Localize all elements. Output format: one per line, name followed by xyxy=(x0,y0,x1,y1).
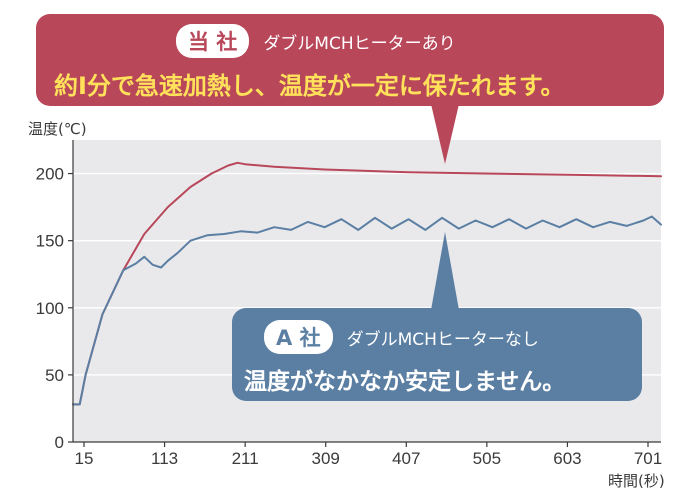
our-company-headline: 約Ⅰ分で急速加熱し、温度が一定に保たれます。 xyxy=(54,72,565,100)
competitor-headline: 温度がなかなか安定しません。 xyxy=(244,369,566,395)
x-tick-label: 701 xyxy=(634,449,662,468)
x-tick-label: 505 xyxy=(473,449,501,468)
our-company-badge: 当 社 xyxy=(176,24,250,58)
x-tick-label: 211 xyxy=(232,449,259,468)
competitor-badge: A 社 xyxy=(264,320,333,354)
competitor-description: ダブルMCHヒーターなし xyxy=(346,329,539,350)
y-tick-label: 0 xyxy=(55,433,64,452)
x-axis-title: 時間(秒) xyxy=(608,472,665,490)
x-tick-label: 407 xyxy=(392,449,420,468)
competitor-callout: A 社 ダブルMCHヒーターなし 温度がなかなか安定しません。 xyxy=(232,308,642,401)
x-tick-label: 309 xyxy=(312,449,340,468)
competitor-series-line xyxy=(72,215,662,406)
our-callout-pointer xyxy=(431,104,459,164)
x-tick-label: 15 xyxy=(75,449,94,468)
competitor-callout-pointer xyxy=(431,232,459,310)
y-tick-label: 100 xyxy=(36,299,64,318)
x-tick-label: 113 xyxy=(151,449,178,468)
x-tick-label: 603 xyxy=(553,449,581,468)
y-tick-label: 50 xyxy=(45,366,64,385)
our-company-description: ダブルMCHヒーターあり xyxy=(263,33,456,54)
y-axis-title: 温度(℃) xyxy=(28,120,87,138)
y-tick-label: 200 xyxy=(36,165,64,184)
our-company-callout: 当 社 ダブルMCHヒーターあり 約Ⅰ分で急速加熱し、温度が一定に保たれます。 xyxy=(36,14,664,106)
y-tick-label: 150 xyxy=(36,232,64,251)
